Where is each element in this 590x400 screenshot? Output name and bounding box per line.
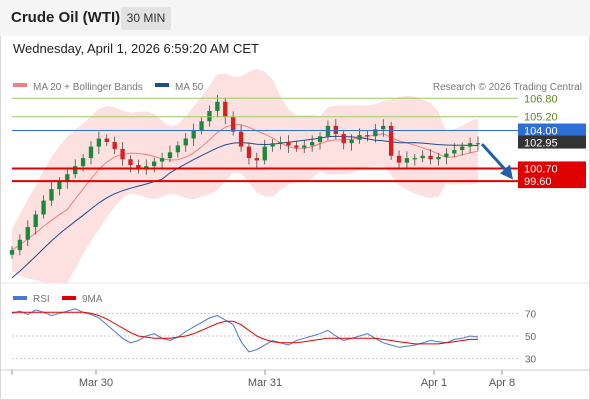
rsi-legend: RSI	[33, 294, 50, 305]
candle-body	[80, 158, 86, 167]
candle-body	[246, 146, 252, 159]
last-price-label: 102.95	[524, 138, 558, 150]
ma50-line	[11, 135, 479, 279]
rsi-ma-legend-swatch	[62, 296, 76, 300]
instrument-title: Crude Oil (WTI)	[11, 9, 121, 26]
candle-body	[33, 214, 38, 228]
timeframe-button[interactable]: 30 MIN	[121, 7, 171, 30]
candle-body	[199, 121, 204, 131]
candle-body	[396, 155, 402, 163]
bollinger-legend-swatch	[13, 83, 27, 87]
candle-body	[73, 166, 78, 175]
rsi-tick-label: 30	[525, 355, 537, 366]
rsi-legend-swatch	[13, 296, 27, 300]
target-level-label: 106.80	[524, 93, 558, 105]
candle-body	[96, 138, 102, 147]
candle-body	[223, 101, 228, 117]
resistance-level-label: 104.00	[524, 126, 558, 138]
rsi-ma-legend: 9MA	[82, 294, 103, 305]
candle-body	[41, 200, 46, 215]
candle-body	[317, 136, 323, 142]
candle-body	[428, 155, 433, 160]
x-tick-label: Apr 8	[489, 377, 515, 389]
rsi-line	[11, 308, 479, 353]
candle-body	[349, 139, 354, 144]
candle-body	[357, 135, 362, 140]
candle-body	[183, 138, 188, 146]
candle-body	[262, 146, 267, 161]
candle-body	[404, 158, 410, 163]
candle-body	[49, 189, 54, 201]
candle-body	[436, 156, 441, 160]
candle-body	[175, 145, 181, 153]
chart-header: Crude Oil (WTI) 30 MIN	[0, 0, 590, 36]
rsi-ma-line	[12, 311, 478, 345]
candle-body	[381, 125, 386, 130]
candle-body	[17, 239, 23, 251]
copyright-text: Research © 2026 Trading Central	[433, 82, 582, 93]
candle-body	[128, 159, 133, 165]
candle-body	[88, 146, 94, 159]
forecast-arrow	[480, 143, 508, 172]
candle-body	[452, 150, 457, 154]
candle-body	[65, 174, 70, 182]
candle-body	[373, 129, 378, 137]
candle-body	[25, 227, 30, 240]
x-tick-label: Mar 31	[248, 377, 282, 389]
candle-body	[420, 155, 425, 159]
x-tick-label: Mar 30	[79, 377, 113, 389]
support-level-label: 99.60	[524, 176, 552, 188]
candle-body	[112, 142, 117, 149]
candle-body	[230, 116, 236, 132]
candle-body	[120, 148, 125, 160]
candle-body	[412, 158, 417, 160]
ma50-legend: MA 50	[175, 82, 204, 93]
candle-body	[159, 158, 165, 162]
rsi-layer: 70 50 30	[11, 308, 537, 366]
candle-body	[302, 145, 307, 148]
candle-body	[365, 135, 370, 137]
candle-body	[460, 146, 465, 151]
candle-body	[333, 125, 339, 134]
chart-timestamp: Wednesday, April 1, 2026 6:59:20 AM CET	[13, 41, 259, 56]
candle-body	[57, 181, 62, 190]
candle-body	[325, 125, 331, 137]
candle-body	[475, 143, 481, 145]
candle-body	[136, 165, 141, 170]
candle-body	[167, 152, 173, 159]
forecast-arrow-head	[500, 164, 513, 180]
candle-body	[388, 125, 394, 156]
resistance-label-box	[518, 123, 586, 137]
candle-body	[270, 143, 275, 147]
candle-body	[309, 142, 315, 146]
candle-body	[254, 158, 260, 161]
last-price-box	[518, 135, 586, 149]
bollinger-band	[12, 69, 478, 284]
ma50-legend-swatch	[155, 83, 169, 87]
support-level-label: 100.70	[524, 163, 558, 175]
candle-body	[286, 142, 291, 146]
target-level-label: 105.20	[524, 112, 558, 124]
candle-body	[278, 142, 283, 144]
candle-body	[104, 138, 109, 142]
candle-body	[294, 145, 299, 148]
bollinger-legend: MA 20 + Bollinger Bands	[33, 82, 143, 93]
rsi-tick-label: 70	[525, 309, 537, 320]
candle-body	[191, 130, 196, 139]
candle-body	[207, 110, 212, 122]
candle-body	[444, 153, 449, 157]
candle-body	[467, 143, 473, 147]
support-label-box	[518, 174, 586, 189]
support-label-box	[518, 161, 586, 176]
candle-body	[215, 101, 220, 111]
time-axis: Mar 30 Mar 31 Apr 1 Apr 8	[11, 370, 515, 389]
candle-body	[9, 250, 15, 255]
candle-body	[341, 133, 346, 144]
candle-body	[238, 131, 244, 147]
candle-body	[151, 161, 157, 167]
rsi-tick-label: 50	[525, 332, 537, 343]
x-tick-label: Apr 1	[421, 377, 447, 389]
